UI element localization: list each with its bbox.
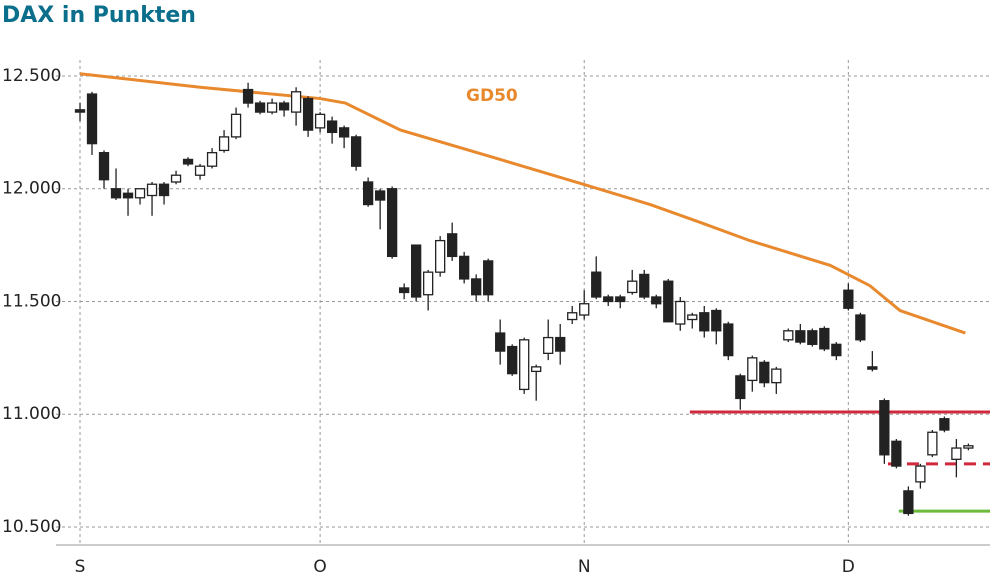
candle-body	[278, 102, 290, 111]
x-tick-label: D	[842, 557, 855, 577]
x-tick-label: N	[578, 557, 591, 577]
candle-body	[771, 368, 782, 384]
candle-body	[531, 366, 542, 373]
candle-body	[723, 323, 734, 357]
y-tick-label: 11.000	[2, 404, 61, 424]
candle-body	[543, 336, 554, 354]
candle-body	[591, 271, 602, 298]
candle-body	[122, 192, 134, 199]
candle-body	[651, 296, 662, 305]
candle-body	[459, 255, 470, 280]
candle-body	[939, 418, 950, 431]
y-tick-label: 12.000	[2, 179, 61, 199]
candle-body	[951, 447, 962, 460]
candle-body	[110, 188, 122, 199]
candle-body	[663, 280, 674, 323]
candle-body	[206, 152, 218, 167]
candle-body	[242, 88, 254, 104]
chart-title: DAX in Punkten	[2, 3, 196, 28]
candle-body	[627, 280, 638, 294]
candle-body	[819, 327, 830, 350]
candle-body	[891, 440, 902, 467]
candle-body	[735, 375, 746, 400]
candle-body	[927, 431, 938, 456]
candle-body	[290, 91, 302, 113]
candle-body	[567, 312, 578, 321]
candle-body	[314, 113, 326, 129]
candle-body	[411, 244, 422, 298]
candle-body	[783, 330, 794, 341]
candle-body	[507, 345, 518, 375]
candle-body	[675, 300, 686, 325]
candle-body	[699, 312, 710, 332]
candle-body	[855, 314, 866, 341]
candle-body	[230, 113, 242, 138]
candle-body	[711, 309, 722, 332]
candle-body	[903, 490, 914, 515]
candle-body	[495, 332, 506, 352]
candle-body	[963, 445, 974, 449]
candle-body	[579, 303, 590, 316]
candle-body	[218, 136, 230, 152]
candle-body	[362, 181, 374, 206]
candle-body	[182, 158, 194, 165]
candle-body	[879, 400, 890, 456]
y-tick-label: 11.500	[2, 291, 61, 311]
candle-body	[398, 287, 410, 294]
candle-body	[447, 233, 458, 258]
candle-body	[831, 343, 842, 357]
moving-average-label: GD50	[466, 86, 518, 106]
candle-body	[338, 127, 350, 138]
candle-body	[134, 188, 146, 199]
candle-body	[170, 174, 182, 183]
y-tick-label: 10.500	[2, 517, 61, 537]
candle-body	[302, 97, 314, 131]
x-tick-label: S	[75, 557, 86, 577]
candle-body	[555, 336, 566, 352]
candle-body	[519, 339, 530, 391]
candle-body	[86, 93, 98, 145]
candle-body	[350, 136, 362, 167]
candle-body	[158, 183, 170, 197]
candle-body	[639, 273, 650, 298]
candle-body	[98, 152, 110, 181]
candle-body	[74, 109, 86, 113]
candle-body	[386, 188, 398, 258]
x-tick-label: O	[313, 557, 326, 577]
candle-body	[423, 271, 434, 296]
candle-body	[266, 102, 278, 113]
candle-body	[915, 465, 926, 483]
candle-body	[471, 278, 482, 296]
candle-body	[807, 330, 818, 345]
moving-average-line	[79, 72, 966, 335]
candle-body	[254, 102, 266, 113]
y-tick-label: 12.500	[2, 66, 61, 86]
candle-body	[435, 239, 446, 273]
candle-body	[747, 357, 758, 382]
candle-body	[374, 190, 386, 201]
candle-body	[194, 165, 206, 176]
candle-body	[759, 361, 770, 384]
candle-body	[867, 366, 878, 370]
candle-body	[615, 296, 626, 303]
candle-body	[326, 120, 338, 134]
candle-body	[795, 330, 806, 343]
candle-body	[603, 296, 614, 303]
candle-body	[687, 314, 698, 321]
candle-body	[483, 260, 494, 296]
candle-body	[843, 289, 854, 309]
candle-body	[146, 183, 158, 197]
